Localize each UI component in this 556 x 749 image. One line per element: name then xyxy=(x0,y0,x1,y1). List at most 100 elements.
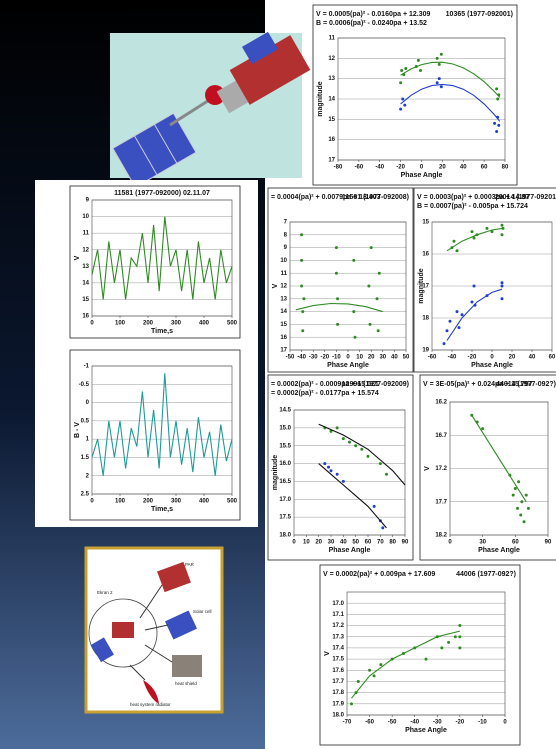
chart-frame xyxy=(70,186,240,338)
data-point xyxy=(447,641,450,644)
data-point xyxy=(330,469,333,472)
data-point xyxy=(400,69,403,72)
y-tick-label: 17.8 xyxy=(332,690,344,696)
y-tick-label: 17 xyxy=(328,158,335,164)
data-point xyxy=(376,297,379,300)
chart-title: 10365 (1977-092001) xyxy=(446,11,513,18)
x-tick-label: 70 xyxy=(377,540,384,546)
diagram-label: heat shield xyxy=(175,681,197,686)
satellite-image xyxy=(110,32,310,187)
x-tick-label: 50 xyxy=(352,540,359,546)
equation: V = 3E-05(pa)² + 0.024pa + 15.797 xyxy=(423,381,533,388)
chart: 14.515.015.516.016.517.017.518.001020304… xyxy=(268,375,413,560)
chart-title: 44006 (1977-092?) xyxy=(456,571,516,578)
data-point xyxy=(419,69,422,72)
chart-frame xyxy=(414,188,556,372)
chart-frame xyxy=(70,350,240,520)
data-point xyxy=(323,462,326,465)
data-point xyxy=(495,87,498,90)
data-point xyxy=(404,67,407,70)
x-tick-label: 90 xyxy=(545,540,552,546)
y-tick-label: 17.5 xyxy=(279,515,291,521)
data-point xyxy=(471,301,474,304)
chart: 16.216.717.217.718.2030609044014 (1977-0… xyxy=(420,375,556,560)
data-point xyxy=(440,53,443,56)
diagram-label: Ekran 2 xyxy=(97,590,113,595)
y-tick-label: 12 xyxy=(82,247,89,253)
y-tick-label: -1 xyxy=(84,364,90,370)
x-axis-label: Time,s xyxy=(151,506,173,513)
x-tick-label: -20 xyxy=(396,165,405,171)
x-tick-label: -20 xyxy=(456,720,465,726)
data-point xyxy=(399,81,402,84)
data-point xyxy=(501,297,504,300)
y-tick-label: 19 xyxy=(422,348,429,354)
y-tick-label: 17 xyxy=(280,348,287,354)
y-tick-label: 18 xyxy=(422,316,429,322)
data-point xyxy=(352,310,355,313)
data-point xyxy=(446,329,449,332)
data-point xyxy=(300,233,303,236)
data-point xyxy=(520,500,523,503)
data-point xyxy=(440,85,443,88)
data-point xyxy=(348,441,351,444)
data-point xyxy=(336,323,339,326)
x-tick-label: -60 xyxy=(365,720,374,726)
x-tick-label: -60 xyxy=(355,165,364,171)
data-point xyxy=(493,122,496,125)
data-point xyxy=(336,426,339,429)
data-point xyxy=(454,635,457,638)
data-point xyxy=(523,520,526,523)
x-tick-label: 500 xyxy=(227,499,238,505)
y-tick-label: 15 xyxy=(328,117,335,123)
x-tick-label: 90 xyxy=(402,540,409,546)
y-tick-label: 17.4 xyxy=(332,645,344,651)
x-tick-label: -10 xyxy=(478,720,487,726)
x-tick-label: -40 xyxy=(375,165,384,171)
data-point xyxy=(461,313,464,316)
data-point xyxy=(336,473,339,476)
data-point xyxy=(443,342,446,345)
y-tick-label: 14 xyxy=(280,309,287,315)
data-point xyxy=(381,526,384,529)
x-tick-label: -40 xyxy=(448,355,457,361)
data-point xyxy=(367,455,370,458)
data-point xyxy=(512,494,515,497)
y-axis-label: magnitude xyxy=(317,81,324,116)
y-tick-label: 18.0 xyxy=(332,713,344,719)
y-tick-label: 16 xyxy=(82,314,89,320)
diagram-label: Solar cell xyxy=(193,609,212,614)
x-tick-label: 80 xyxy=(502,165,509,171)
x-tick-label: 100 xyxy=(115,499,126,505)
x-tick-label: 400 xyxy=(199,499,210,505)
data-point xyxy=(514,487,517,490)
data-point xyxy=(458,326,461,329)
y-tick-label: 17.6 xyxy=(332,668,344,674)
equation: B = 0.0006(pa)² - 0.0240pa + 13.52 xyxy=(316,20,427,27)
x-axis-label: Phase Angle xyxy=(405,727,447,734)
y-tick-label: 15 xyxy=(422,220,429,226)
data-point xyxy=(401,98,404,101)
equation: = 0.0002(pa)² - 0.0009pa + 15.021 xyxy=(271,381,379,388)
x-tick-label: -50 xyxy=(286,355,295,361)
x-tick-label: 100 xyxy=(115,321,126,327)
x-tick-label: -80 xyxy=(334,165,343,171)
x-tick-label: 60 xyxy=(365,540,372,546)
x-tick-label: 500 xyxy=(227,321,238,327)
y-tick-label: 17.3 xyxy=(332,634,344,640)
data-point xyxy=(501,233,504,236)
equation: = 0.0004(pa)² + 0.0079pa + 13.403 xyxy=(271,194,381,201)
x-tick-label: 80 xyxy=(389,540,396,546)
data-point xyxy=(367,285,370,288)
x-tick-label: -10 xyxy=(332,355,341,361)
equation: B = 0.0007(pa)² - 0.005pa + 15.724 xyxy=(417,203,528,210)
x-tick-label: 40 xyxy=(340,540,347,546)
data-point xyxy=(527,507,530,510)
y-tick-label: 14.5 xyxy=(279,408,291,414)
x-tick-label: -40 xyxy=(410,720,419,726)
y-tick-label: 16 xyxy=(328,137,335,143)
y-tick-label: 13 xyxy=(82,264,89,270)
data-point xyxy=(458,646,461,649)
